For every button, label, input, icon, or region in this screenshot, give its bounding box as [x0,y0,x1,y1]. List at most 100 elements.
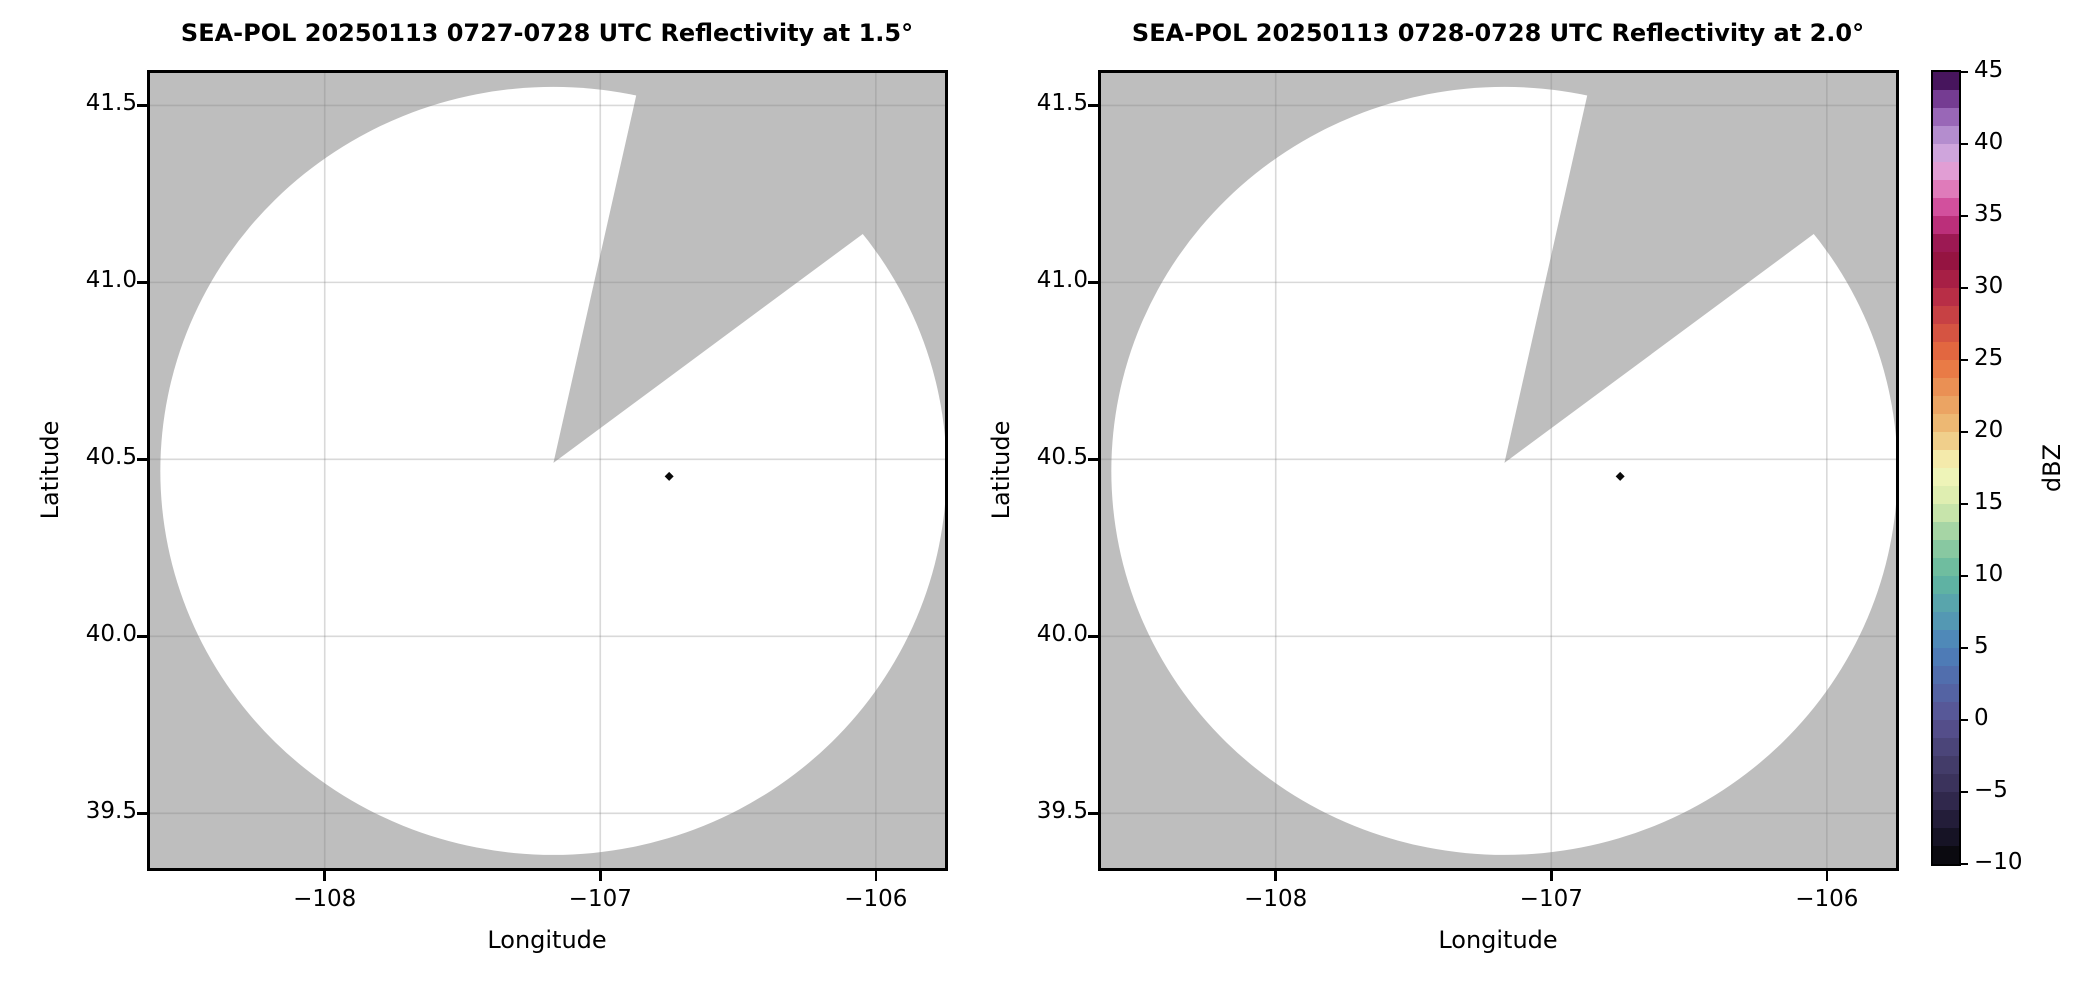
colorbar-band [1932,323,1959,342]
colorbar-band [1932,179,1959,198]
y-tick-label: 41.0 [1036,267,1088,294]
reflectivity-echo-marker [664,471,674,481]
colorbar-band [1932,107,1959,126]
y-tick-mark [1088,281,1098,284]
colorbar-tick-mark [1959,790,1968,794]
colorbar-axis-label: dBZ [2038,443,2066,493]
colorbar-tick-label: −5 [1974,777,2008,803]
y-tick-label: 39.5 [85,798,137,825]
y-tick-mark [137,104,147,107]
colorbar-band [1932,233,1959,252]
colorbar-band [1932,629,1959,648]
y-tick-mark [137,281,147,284]
y-tick-mark [137,812,147,815]
x-tick-label: −106 [844,886,908,912]
x-tick-label: −106 [1795,886,1859,912]
colorbar-tick-mark [1959,430,1968,434]
colorbar-band [1932,485,1959,504]
y-tick-label: 40.5 [85,444,137,471]
colorbar-gradient [1932,71,1959,864]
colorbar-band [1932,809,1959,828]
x-tick-label: −108 [1244,886,1308,912]
y-tick-label: 41.0 [85,267,137,294]
blocked-sector-wedge [553,70,948,463]
blocked-sector-wedge [1504,70,1899,463]
colorbar-tick-label: 45 [1974,57,2004,83]
right-panel-plot [1098,70,1899,871]
colorbar-band [1932,287,1959,306]
colorbar-tick-label: 35 [1974,201,2004,227]
colorbar-band [1932,125,1959,144]
colorbar-band [1932,341,1959,360]
colorbar-band [1932,197,1959,216]
x-tick-label: −107 [568,886,632,912]
colorbar-band [1932,359,1959,378]
colorbar-tick-label: 0 [1974,705,1989,731]
y-tick-mark [1088,812,1098,815]
x-tick-mark [1550,871,1553,881]
x-tick-mark [874,871,878,881]
y-tick-label: 39.5 [1036,798,1088,825]
colorbar-tick-mark [1959,142,1968,146]
colorbar-tick-label: 5 [1974,633,1989,659]
colorbar-band [1932,377,1959,396]
left-panel-plot [147,70,948,871]
colorbar-tick-mark [1959,718,1968,722]
colorbar-band [1932,143,1959,162]
colorbar-band [1932,701,1959,720]
colorbar-band [1932,161,1959,180]
y-tick-mark [1088,104,1098,107]
colorbar-band [1932,431,1959,450]
colorbar-tick-mark [1959,70,1968,74]
colorbar-tick-label: 30 [1974,273,2004,299]
colorbar-band [1932,503,1959,522]
y-tick-label: 40.5 [1036,444,1088,471]
colorbar-band [1932,251,1959,270]
colorbar-band [1932,845,1959,864]
y-tick-label: 40.0 [85,621,137,648]
x-tick-mark [1274,871,1277,881]
axes-spines [1098,70,1899,871]
colorbar-band [1932,719,1959,738]
axes-spines [147,70,948,871]
right-panel-title: SEA-POL 20250113 0728-0728 UTC Reflectiv… [1131,19,1865,47]
colorbar-tick-mark [1959,862,1968,866]
colorbar-band [1932,269,1959,288]
colorbar-band [1932,773,1959,792]
colorbar-band [1932,755,1959,774]
colorbar-band [1932,611,1959,630]
colorbar-tick-label: 40 [1974,129,2004,155]
colorbar-band [1932,89,1959,108]
colorbar-band [1932,449,1959,468]
colorbar-band [1932,557,1959,576]
colorbar-tick-mark [1959,358,1968,362]
colorbar-tick-mark [1959,286,1968,290]
x-tick-label: −108 [293,886,357,912]
colorbar-tick-label: −10 [1974,849,2023,875]
reflectivity-echo-marker [1615,471,1625,481]
colorbar-band [1932,467,1959,486]
x-tick-mark [323,871,326,881]
colorbar-tick-label: 25 [1974,345,2004,371]
colorbar-band [1932,593,1959,612]
colorbar-band [1932,215,1959,234]
y-tick-mark [1088,635,1098,638]
y-tick-label: 41.5 [85,90,137,117]
colorbar-band [1932,647,1959,666]
colorbar-band [1932,575,1959,594]
left-panel-title: SEA-POL 20250113 0727-0728 UTC Reflectiv… [180,19,914,47]
colorbar-band [1932,665,1959,684]
y-tick-mark [1088,458,1098,461]
colorbar [1930,69,1961,866]
y-tick-mark [137,458,147,461]
colorbar-tick-mark [1959,214,1968,218]
colorbar-tick-mark [1959,574,1968,578]
colorbar-tick-label: 10 [1974,561,2004,587]
colorbar-band [1932,791,1959,810]
colorbar-band [1932,539,1959,558]
colorbar-tick-mark [1959,646,1968,650]
colorbar-tick-label: 20 [1974,417,2004,443]
y-tick-label: 40.0 [1036,621,1088,648]
colorbar-tick-mark [1959,502,1968,506]
